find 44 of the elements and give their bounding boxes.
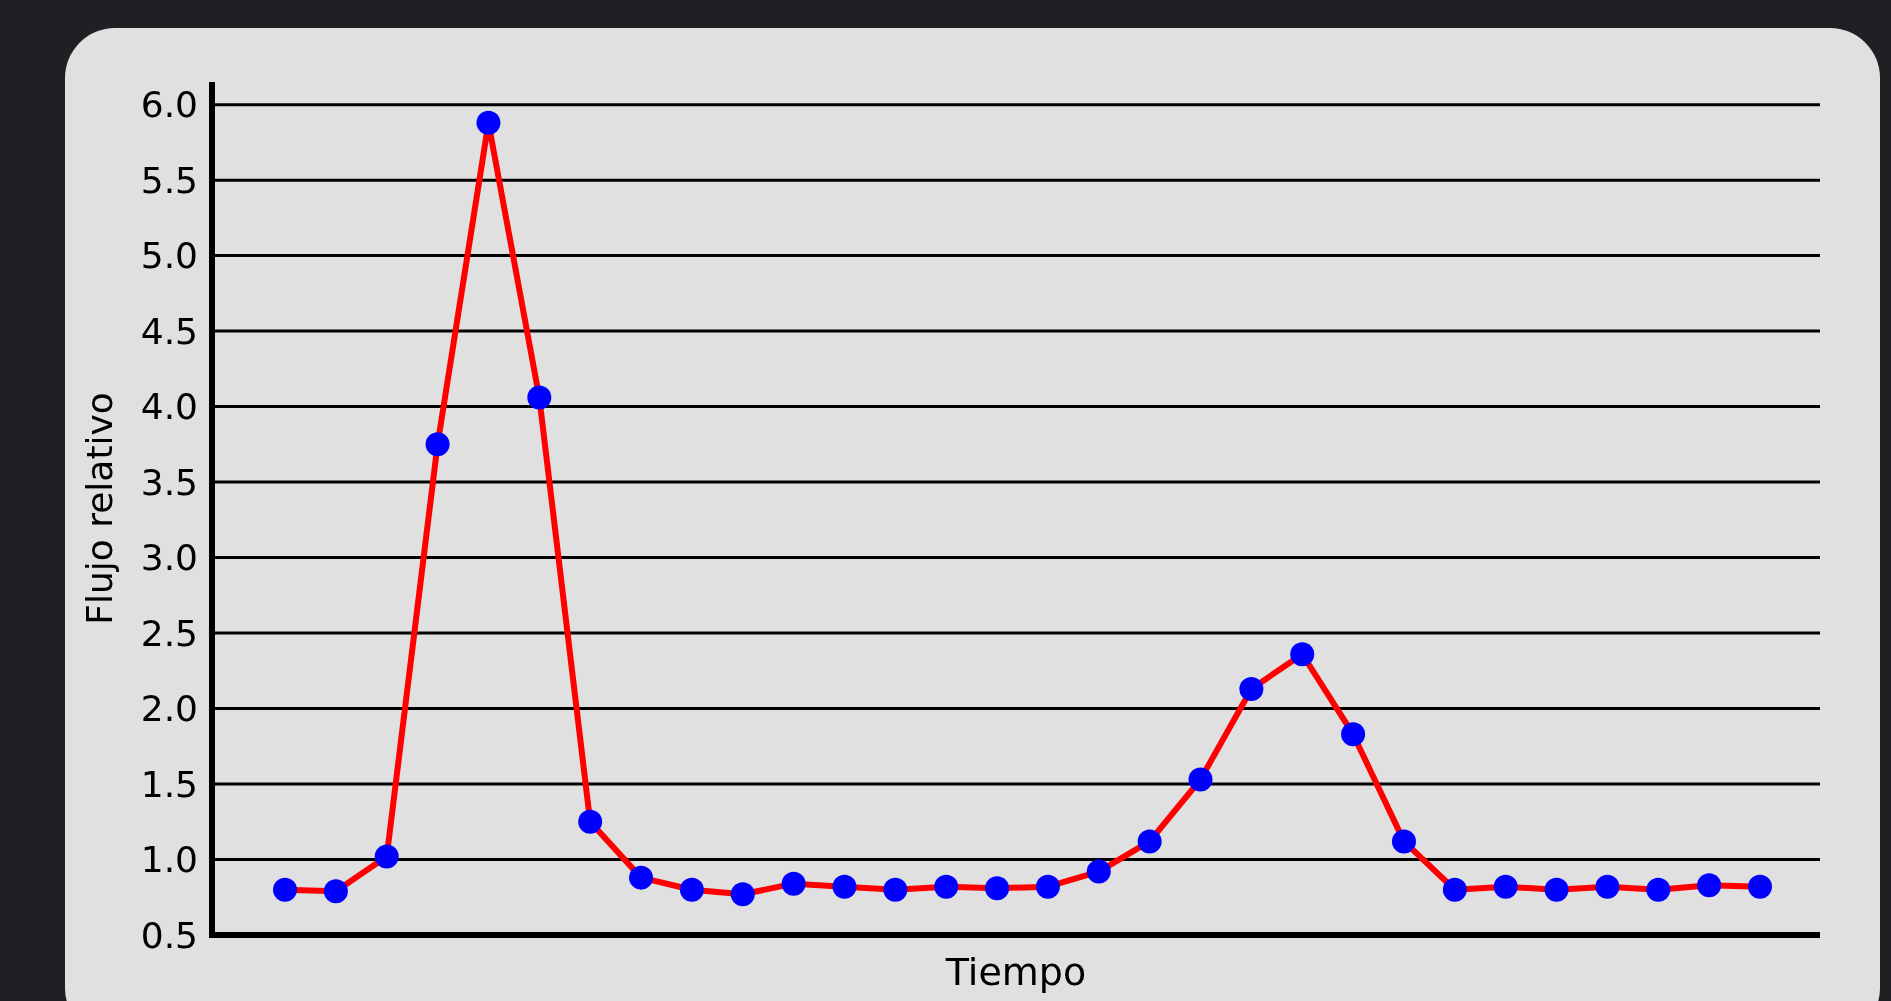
point [629, 865, 654, 890]
point [1086, 859, 1111, 884]
y-tick-label: 3.0 [140, 537, 198, 579]
y-tick-label: 3.5 [140, 461, 198, 503]
y-tick-label: 6.0 [140, 84, 198, 126]
point [1035, 874, 1060, 899]
y-tick-label: 2.5 [140, 612, 198, 654]
point [985, 876, 1010, 901]
y-tick-label: 2.0 [140, 688, 198, 730]
point [1748, 874, 1772, 899]
y-tick-label: 4.5 [140, 310, 198, 352]
y-tick-label: 0.5 [140, 914, 198, 956]
point [1239, 676, 1264, 701]
point [1493, 874, 1518, 899]
y-tick-label: 4.0 [140, 386, 198, 428]
point [1290, 642, 1315, 667]
point [883, 877, 908, 902]
point [1697, 873, 1722, 898]
point [1646, 877, 1671, 902]
point [578, 809, 603, 834]
point [323, 879, 348, 904]
y-tick-label: 1.0 [140, 839, 198, 881]
point [1442, 877, 1467, 902]
point [730, 882, 755, 907]
point [679, 877, 704, 902]
point [273, 877, 297, 902]
point [374, 844, 399, 869]
point [1544, 877, 1569, 902]
y-tick-label: 1.5 [140, 763, 198, 805]
point [476, 110, 501, 135]
point [781, 871, 806, 896]
point [934, 874, 959, 899]
point [832, 874, 857, 899]
point [1595, 874, 1620, 899]
y-axis-title: Flujo relativo [79, 392, 120, 625]
point [1137, 829, 1162, 854]
point [527, 385, 552, 410]
y-tick-label: 5.0 [140, 235, 198, 277]
y-tick-label: 5.5 [140, 159, 198, 201]
x-axis-title: Tiempo [944, 950, 1087, 994]
point [1341, 722, 1366, 747]
point [1391, 829, 1416, 854]
point [1188, 767, 1213, 792]
point [425, 432, 450, 457]
